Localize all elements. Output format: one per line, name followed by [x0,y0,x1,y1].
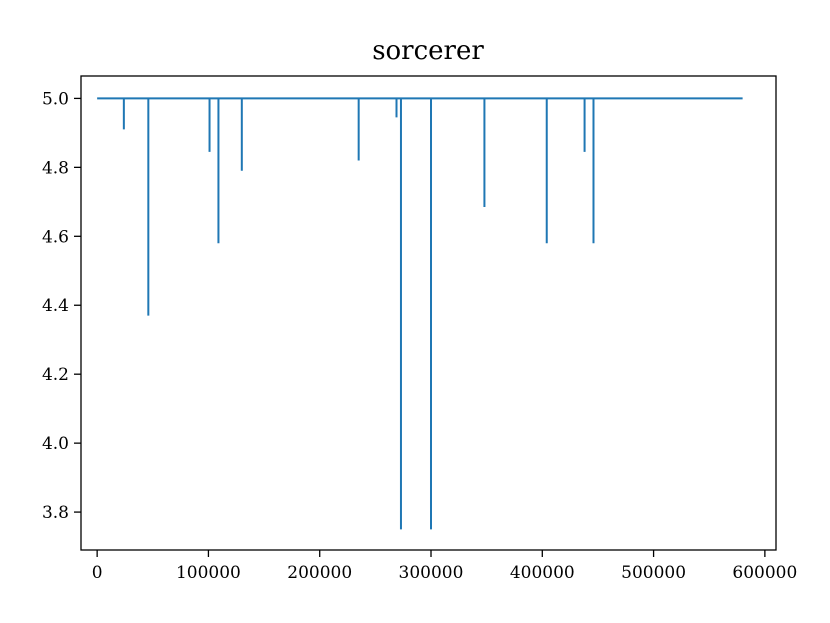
plot-frame [80,75,777,551]
y-tick-label: 3.8 [42,503,69,523]
x-tick-label: 100000 [176,563,241,583]
y-tick-label: 5.0 [42,89,69,109]
x-tick-label: 300000 [399,563,464,583]
chart-title: sorcerer [372,36,484,66]
x-tick-label: 600000 [732,563,797,583]
y-tick-label: 4.2 [42,365,69,385]
axes: 0 100000 200000 300000 400000 500000 600000 3.8… [42,89,797,583]
y-tick-label: 4.0 [42,434,69,454]
series-line-0 [97,97,743,530]
plot-area [97,97,743,530]
y-tick-label: 4.4 [42,296,69,316]
x-tick-label: 400000 [510,563,575,583]
x-tick-label: 200000 [287,563,352,583]
x-tick-label: 0 [92,563,103,583]
y-tick-label: 4.6 [42,227,69,247]
y-tick-label: 4.8 [42,158,69,178]
x-tick-label: 500000 [621,563,686,583]
